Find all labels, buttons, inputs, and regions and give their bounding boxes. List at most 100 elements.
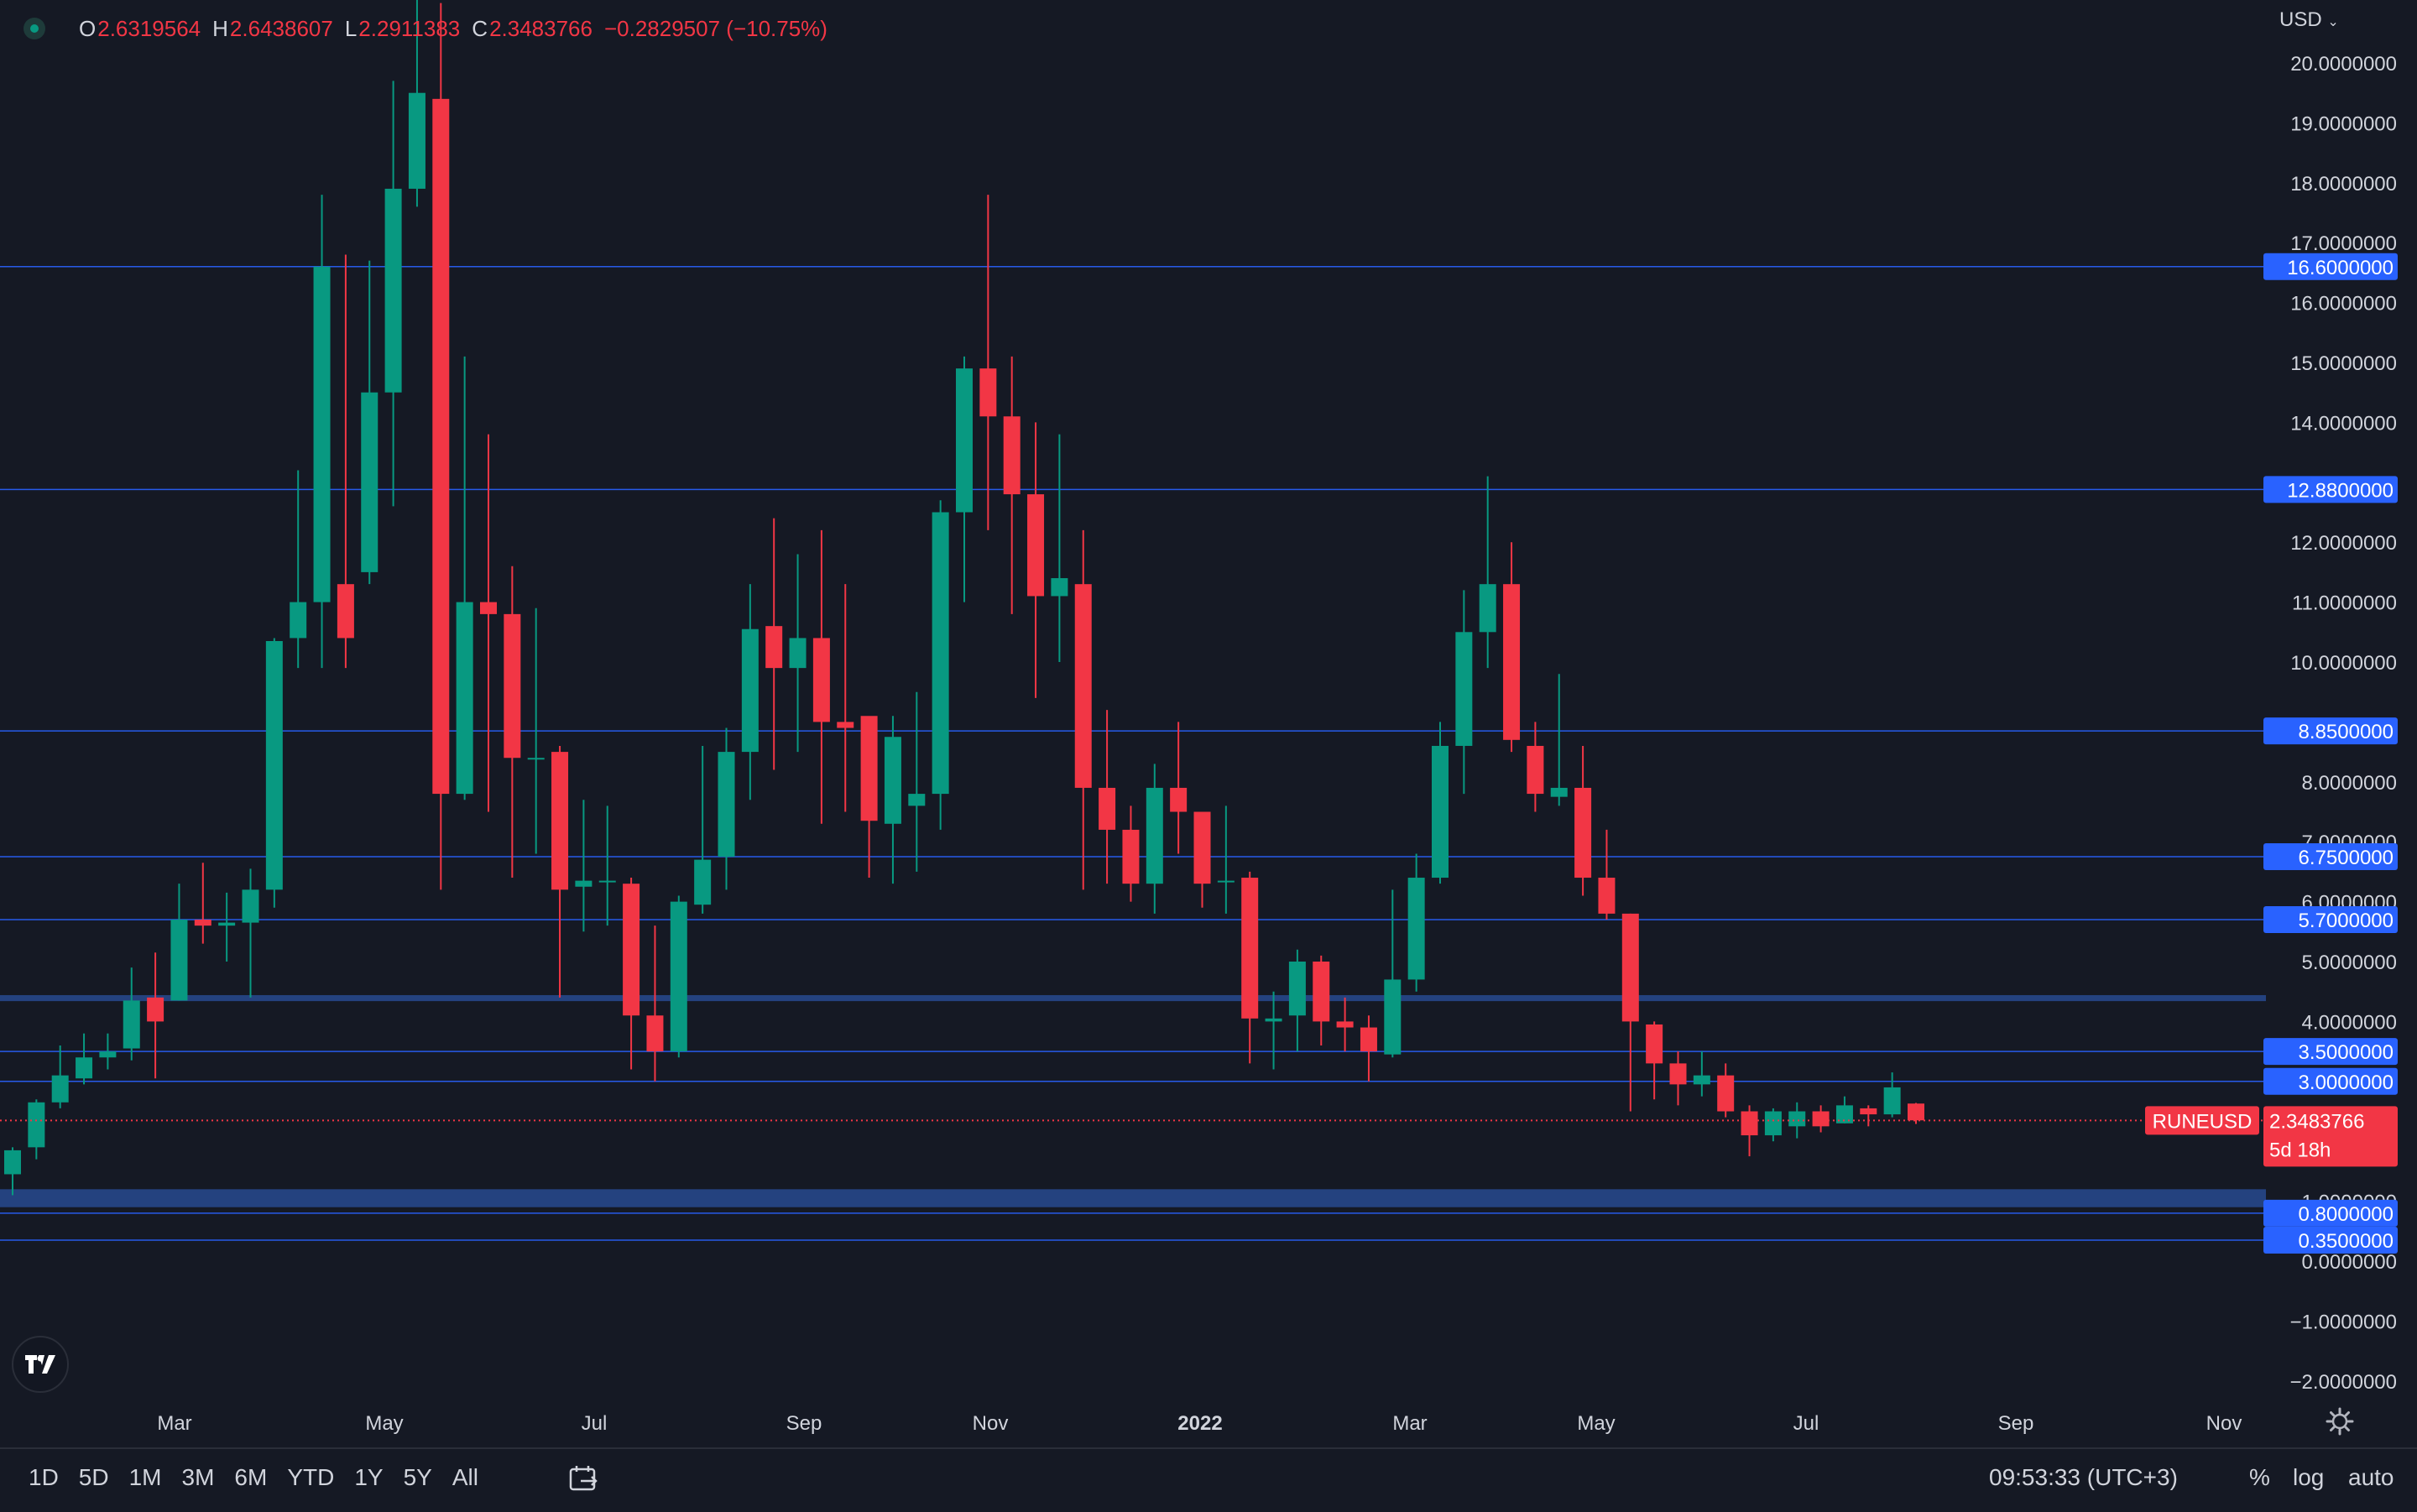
range-ytd-button[interactable]: YTD [287, 1464, 335, 1490]
symbol-status-icon[interactable] [23, 18, 45, 39]
range-all-button[interactable]: All [452, 1464, 478, 1490]
candle-body [1693, 1075, 1710, 1085]
candle-body [147, 997, 164, 1022]
level-tag-background [2263, 1227, 2398, 1254]
candle-body [1170, 787, 1188, 812]
candle-body [1883, 1087, 1901, 1115]
candle-body [242, 889, 259, 923]
candle-body [1812, 1111, 1830, 1127]
candle-body [1027, 494, 1045, 597]
chart-background [0, 0, 2417, 1447]
candle-body [1384, 979, 1402, 1055]
candle-body [1432, 745, 1449, 879]
time-tick-label: Mar [157, 1412, 191, 1435]
candle-body [361, 392, 378, 572]
ohlc-legend: O 2.6319564 H 2.6438607 L 2.2911383 C 2.… [23, 12, 827, 45]
candle-body [1407, 878, 1425, 980]
price-tick-label: 15.0000000 [2290, 352, 2397, 375]
range-buttons: 1D 5D 1M 3M 6M YTD 1Y 5Y All [17, 1464, 488, 1491]
candle-body [4, 1150, 21, 1175]
candle-body [1669, 1063, 1687, 1085]
level-price-tags: 16.6000000 12.8800000 8.8500000 6.7500000 5.… [2263, 253, 2398, 1254]
candle-body [1860, 1108, 1877, 1115]
candle-body [123, 1000, 140, 1049]
tradingview-logo-icon[interactable] [12, 1336, 69, 1393]
candle-body [1764, 1111, 1782, 1136]
candle-body [480, 602, 497, 614]
level-tag-label: 5.7000000 [2299, 910, 2394, 932]
time-tick-label: Nov [973, 1412, 1009, 1435]
percent-scale-toggle[interactable]: % [2249, 1464, 2270, 1490]
candle-body [194, 920, 211, 926]
candle-body [718, 752, 735, 858]
candle-body [932, 512, 949, 795]
range-1y-button[interactable]: 1Y [354, 1464, 384, 1490]
candle-body [837, 722, 854, 728]
tradingview-logo-glyph [25, 1355, 55, 1374]
candle-body [1051, 578, 1068, 597]
range-5d-button[interactable]: 5D [78, 1464, 109, 1490]
price-tick-label: 10.0000000 [2290, 652, 2397, 675]
candle-body [170, 920, 188, 1001]
clock-timezone[interactable]: 09:53:33 (UTC+3) [1989, 1464, 2178, 1490]
candle-body [408, 92, 425, 189]
level-tag-label: 16.6000000 [2287, 257, 2394, 279]
price-tick-label: 17.0000000 [2290, 232, 2397, 255]
candle-body [1621, 913, 1639, 1022]
range-6m-button[interactable]: 6M [234, 1464, 268, 1490]
support-zones [0, 994, 2266, 1207]
candle-body [979, 368, 997, 417]
candle-body [884, 737, 901, 824]
price-tick-label: 11.0000000 [2292, 592, 2397, 615]
range-5y-button[interactable]: 5Y [403, 1464, 432, 1490]
currency-selector[interactable]: USD ⌄ [2279, 8, 2339, 32]
range-1d-button[interactable]: 1D [29, 1464, 59, 1490]
candlestick-chart[interactable]: 20.0000000 19.0000000 18.0000000 17.0000000… [0, 0, 2417, 1447]
time-tick-label: Jul [582, 1412, 608, 1435]
level-tag-label: 0.3500000 [2299, 1230, 2394, 1253]
candle-body [741, 628, 759, 753]
close-value: 2.3483766 [489, 15, 593, 41]
candle-body [1598, 878, 1616, 914]
auto-scale-toggle[interactable]: auto [2348, 1464, 2394, 1490]
candle-body [265, 641, 283, 890]
candle-body [812, 638, 830, 722]
candle-body [646, 1015, 664, 1052]
candle-body [575, 880, 593, 887]
candle-body [860, 716, 878, 821]
price-tick-label: 14.0000000 [2290, 412, 2397, 435]
candle-body [956, 368, 973, 513]
candle-body [28, 1102, 45, 1148]
bar-countdown-label: 5d 18h [2269, 1139, 2331, 1161]
candle-body [1835, 1105, 1853, 1124]
price-tick-label: −1.0000000 [2290, 1311, 2397, 1333]
range-3m-button[interactable]: 3M [181, 1464, 215, 1490]
level-tag-label: 0.8000000 [2299, 1203, 2394, 1226]
candle-body [623, 884, 640, 1016]
candle-body [1146, 787, 1163, 884]
candle-body [1741, 1111, 1758, 1136]
candle-body [1241, 878, 1259, 1019]
time-axis[interactable]: Mar May Jul Sep Nov 2022 Mar May Jul Sep Nov [157, 1412, 2242, 1435]
price-tick-label: 12.0000000 [2290, 532, 2397, 555]
price-axis[interactable]: 20.0000000 19.0000000 18.0000000 17.0000000… [2290, 53, 2397, 1394]
settings-gear-icon[interactable] [2325, 1406, 2355, 1436]
symbol-tag-background [2145, 1106, 2259, 1135]
candle-body [1217, 880, 1235, 883]
candle-body [1288, 962, 1306, 1016]
candle-body [1313, 962, 1330, 1022]
candle-body [76, 1057, 93, 1079]
candle-body [670, 901, 687, 1052]
log-scale-toggle[interactable]: log [2293, 1464, 2325, 1490]
last-price-tags: RUNEUSD 2.3483766 5d 18h [2145, 1106, 2398, 1167]
candle-body [290, 602, 307, 639]
candle-body [1074, 584, 1092, 788]
time-tick-label: May [1577, 1412, 1615, 1435]
last-price-tag-background [2263, 1106, 2398, 1167]
candle-body [1574, 787, 1592, 879]
candle-body [456, 602, 473, 795]
go-to-date-icon[interactable] [569, 1464, 599, 1493]
candle-body [765, 626, 783, 669]
candle-body [598, 880, 616, 883]
range-1m-button[interactable]: 1M [128, 1464, 162, 1490]
